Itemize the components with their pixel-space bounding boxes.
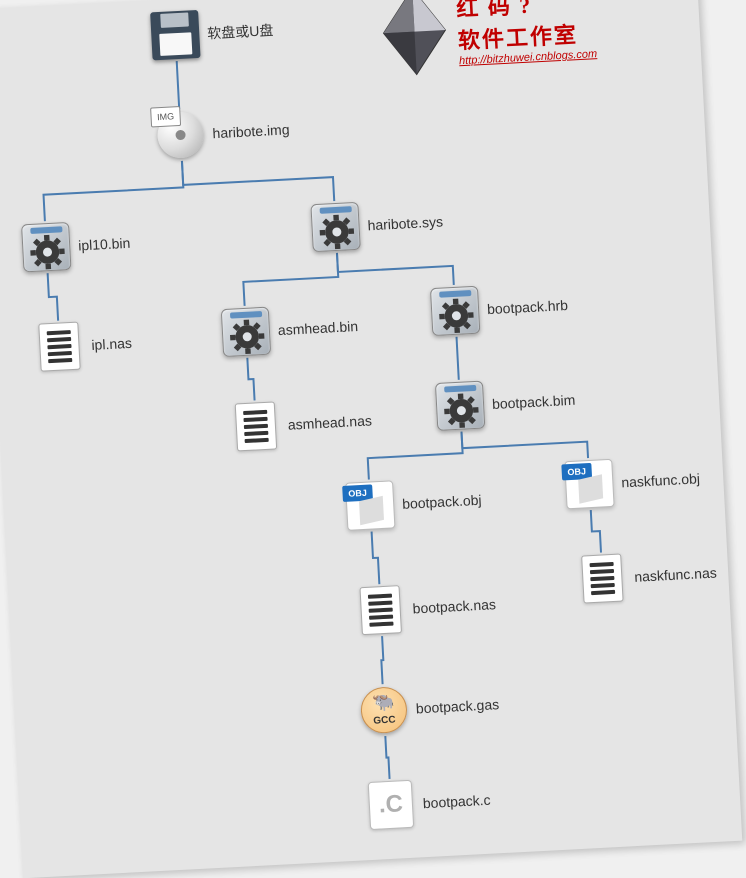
node-label: 软盘或U盘 [207, 20, 274, 43]
file-icon [575, 551, 630, 606]
gear-icon [19, 220, 74, 275]
gcc-icon [357, 683, 412, 738]
node-label: bootpack.gas [415, 696, 499, 716]
edge [337, 247, 454, 291]
node-label: asmhead.nas [287, 412, 372, 432]
gear-icon [219, 305, 274, 360]
edge [385, 736, 389, 779]
node-label: bootpack.c [422, 792, 490, 812]
node-label: bootpack.obj [402, 492, 482, 512]
floppy-icon [148, 8, 203, 63]
disc-icon [153, 108, 208, 163]
node-bootpack_hrb: bootpack.hrb [428, 279, 569, 338]
node-label: ipl10.bin [78, 235, 131, 254]
node-bootpack_gas: bootpack.gas [357, 678, 501, 737]
edge [367, 432, 464, 480]
node-label: ipl.nas [91, 335, 132, 353]
obj-icon [562, 457, 617, 512]
edge [372, 531, 380, 584]
node-bootpack_nas: bootpack.nas [353, 578, 497, 637]
obj-icon [343, 478, 398, 533]
edge [182, 153, 334, 209]
node-ipl10_bin: ipl10.bin [19, 217, 132, 275]
file-icon [353, 583, 408, 638]
node-naskfunc_nas: naskfunc.nas [575, 547, 718, 606]
node-label: bootpack.hrb [487, 297, 569, 317]
watermark: 红 码 ? 软件工作室 http://bitzhuwei.cnblogs.com [377, 0, 598, 78]
edge [42, 161, 185, 221]
diagram-canvas: 软盘或U盘 haribote.img ipl10.bin haribote.sys ip… [0, 0, 742, 878]
file-icon [32, 319, 87, 374]
node-bootpack_c: .Cbootpack.c [364, 774, 492, 833]
gear-icon [308, 200, 363, 255]
node-label: asmhead.bin [278, 318, 359, 338]
edge [242, 253, 339, 306]
node-label: bootpack.nas [412, 596, 496, 616]
node-disk: 软盘或U盘 [148, 4, 275, 62]
edge [380, 636, 385, 684]
node-label: haribote.img [212, 121, 290, 141]
node-label: bootpack.bim [492, 392, 576, 412]
node-asmhead_bin: asmhead.bin [219, 300, 360, 359]
gear-icon [428, 284, 483, 339]
gear-icon [433, 378, 488, 433]
edge [457, 337, 459, 380]
node-label: naskfunc.obj [621, 470, 700, 490]
node-label: haribote.sys [367, 213, 443, 233]
node-ipl_nas: ipl.nas [32, 317, 133, 374]
diamond-icon [377, 0, 452, 78]
edge [177, 61, 180, 109]
edge [591, 510, 601, 553]
node-haribote_sys: haribote.sys [308, 195, 444, 254]
node-naskfunc_obj: naskfunc.obj [562, 452, 701, 511]
node-haribote_img: haribote.img [153, 103, 291, 162]
node-label: naskfunc.nas [634, 565, 717, 585]
edge [247, 358, 254, 401]
edge [48, 273, 59, 321]
file-icon [229, 399, 284, 454]
node-asmhead_nas: asmhead.nas [229, 394, 374, 453]
c-icon: .C [364, 778, 419, 833]
node-bootpack_bim: bootpack.bim [433, 374, 577, 433]
node-bootpack_obj: bootpack.obj [343, 474, 483, 533]
